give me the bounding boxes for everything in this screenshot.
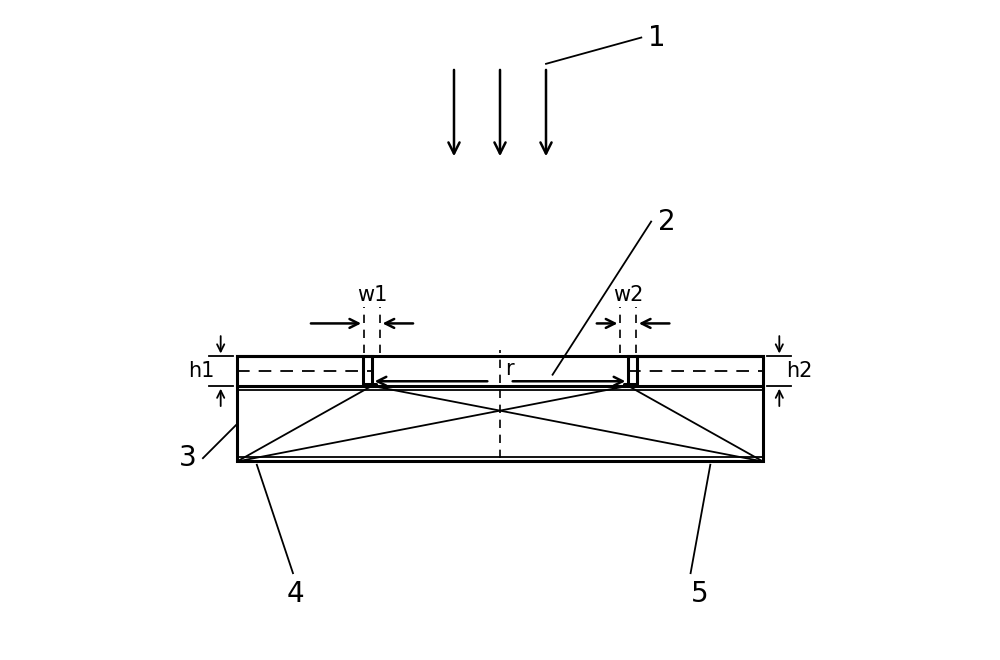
Text: 4: 4	[286, 579, 304, 608]
Text: h2: h2	[786, 361, 812, 381]
Text: r: r	[505, 359, 514, 379]
Text: w2: w2	[613, 285, 643, 305]
Text: 3: 3	[179, 444, 196, 472]
Text: 1: 1	[648, 24, 666, 51]
Text: h1: h1	[188, 361, 214, 381]
Text: w1: w1	[357, 285, 387, 305]
Bar	[237, 356, 372, 386]
Text: 2: 2	[658, 207, 675, 236]
Text: 5: 5	[691, 579, 708, 608]
Bar	[237, 386, 763, 461]
Bar	[628, 356, 763, 386]
